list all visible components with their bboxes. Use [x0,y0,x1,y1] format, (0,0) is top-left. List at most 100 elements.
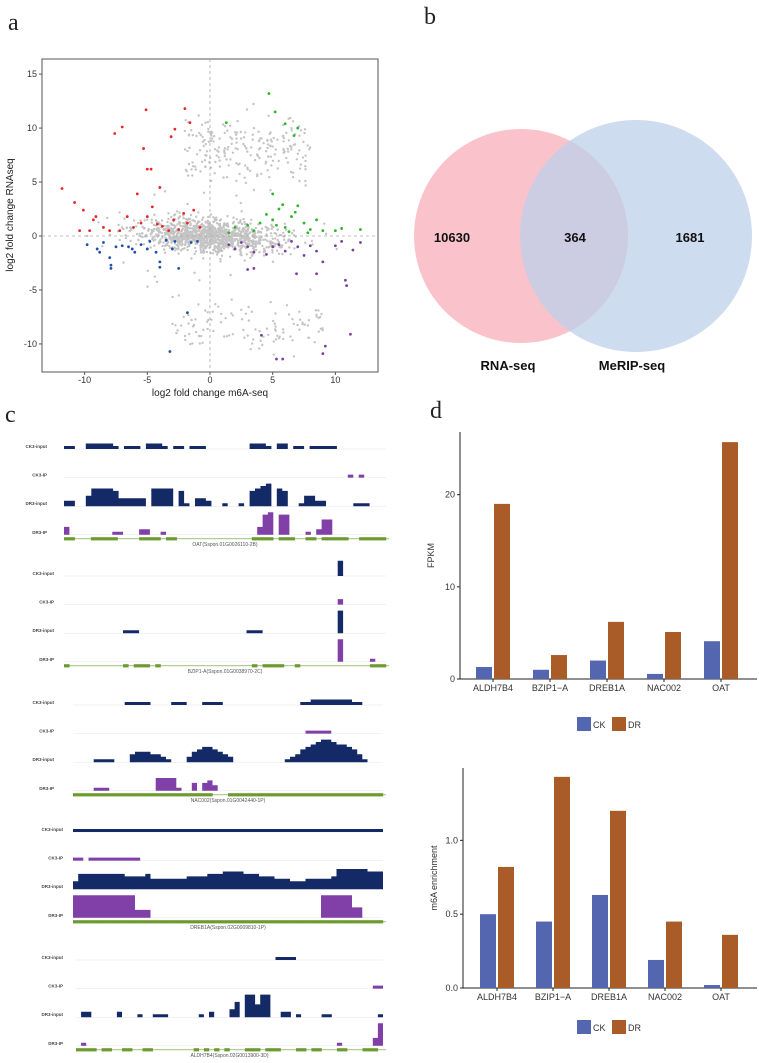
scatter-point-gray [274,242,277,246]
scatter-point-gray [249,231,252,234]
exon [249,1048,256,1052]
scatter-point-gray [186,245,189,249]
scatter-point-red [172,218,176,222]
scatter-point-gray [220,238,223,242]
exon [253,920,260,924]
exon [140,793,146,797]
scatter-point-purple [239,241,243,244]
exon [98,920,105,924]
scatter-point-gray [184,232,188,235]
scatter-point-gray [239,137,243,140]
exon [367,793,373,797]
scatter-point-gray [276,228,279,232]
scatter-point-gray [122,261,125,264]
exon [78,920,84,924]
scatter-point-gray [197,114,200,117]
coverage-track-dr3-ip [73,778,383,791]
scatter-point-gray [117,223,120,227]
scatter-point-purple [323,344,327,348]
exon [244,1048,251,1052]
scatter-point-gray [315,313,318,316]
exon [197,920,203,924]
scatter-point-gray [210,130,213,133]
exon [243,920,249,924]
scatter-point-gray [174,324,177,327]
scatter-point-gray [218,159,221,162]
exon [315,920,322,924]
scatter-point-gray [201,222,204,226]
scatter-point-gray [182,224,186,228]
scatter-point-red [160,224,164,228]
bar-dr-0 [498,866,514,988]
scatter-point-gray [281,252,284,256]
scatter-point-gray [254,240,257,243]
scatter-point-gray [282,337,285,341]
scatter-point-gray [177,217,180,220]
scatter-point-gray [256,174,259,178]
scatter-point-gray [296,323,299,327]
scatter-point-gray [176,329,179,332]
y-tick-label: 0 [450,674,455,684]
scatter-point-gray [203,228,207,231]
y-tick-label: 0 [32,231,37,241]
track-label: DR3-input [33,628,55,633]
exon [332,537,338,541]
scatter-point-gray [175,239,179,243]
scatter-point-gray [285,228,288,231]
scatter-point-gray [323,222,326,225]
scatter-point-gray [168,244,171,248]
scatter-point-gray [176,223,179,226]
scatter-point-gray [242,227,245,231]
scatter-point-gray [307,319,310,322]
legend-label-dr: DR [628,720,641,730]
scatter-point-blue [173,240,177,243]
scatter-point-gray [184,338,187,342]
scatter-point-gray [258,156,261,160]
scatter-point-gray [239,232,242,235]
scatter-point-gray [229,273,232,277]
scatter-point-gray [244,232,247,235]
scatter-point-gray [224,234,227,238]
scatter-point-gray [151,236,154,240]
scatter-point-gray [200,123,204,127]
scatter-point-gray [253,232,257,235]
scatter-point-gray [256,173,259,176]
scatter-point-purple [283,249,287,253]
scatter-point-gray [173,226,177,229]
scatter-point-gray [222,123,225,126]
scatter-point-gray [265,327,269,330]
scatter-point-gray [245,243,248,246]
scatter-point-gray [249,256,252,259]
scatter-point-gray [194,250,198,253]
scatter-point-gray [262,335,265,338]
exon [165,537,172,541]
scatter-point-gray [215,246,219,249]
scatter-point-blue [177,266,181,270]
exon [96,537,102,541]
exon [294,664,301,668]
scatter-point-gray [247,319,251,322]
scatter-point-gray [190,168,193,171]
scatter-point-gray [190,257,193,260]
scatter-point-gray [164,236,167,239]
exon [336,920,342,924]
scatter-point-gray [250,244,254,248]
coverage-track-ck3-input [73,699,383,705]
scatter-point-gray [321,327,324,330]
scatter-point-gray [267,155,270,158]
scatter-point-gray [292,355,296,358]
scatter-point-gray [146,285,149,288]
scatter-point-blue [120,244,124,248]
coverage-track-dr3-input [64,483,386,507]
exon [109,793,115,797]
exon [101,1048,107,1052]
scatter-point-red [108,229,112,233]
scatter-point-gray [138,232,141,236]
exon [290,920,296,924]
scatter-point-gray [124,236,128,240]
scatter-point-gray [243,259,246,262]
exon [106,1048,113,1052]
scatter-point-gray [109,233,112,236]
scatter-point-gray [206,244,209,247]
y-tick-label: 1.0 [445,835,458,845]
